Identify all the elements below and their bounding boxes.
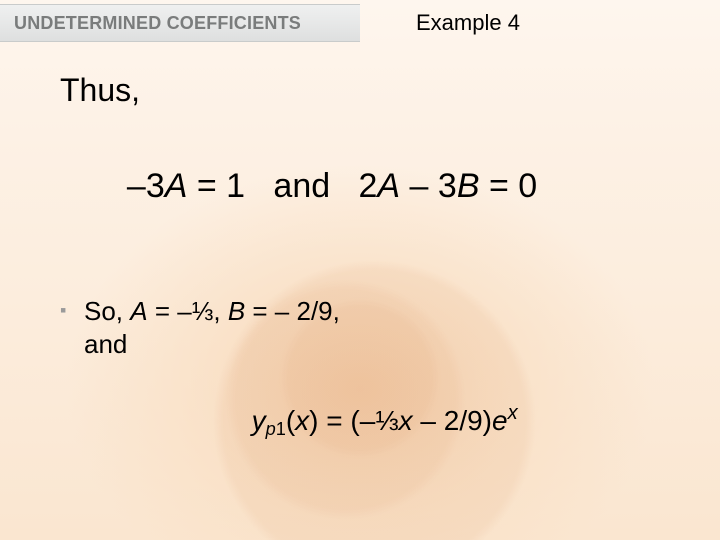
eq-r-mid: – 3 — [400, 167, 457, 205]
section-title-bar: UNDETERMINED COEFFICIENTS — [0, 4, 360, 42]
eq-r-coef1: 2 — [359, 167, 378, 205]
sol-pre: So, — [84, 296, 130, 326]
res-sup-x: x — [508, 402, 518, 424]
example-label: Example 4 — [416, 10, 520, 36]
eq-var-A2: A — [377, 167, 400, 205]
result-line: yp1(x) = (–⅓x – 2/9)ex — [236, 370, 518, 440]
res-x1: x — [295, 405, 309, 436]
res-x2: x — [399, 405, 413, 436]
eq-conj: and — [245, 167, 358, 205]
eq-lhs-rhs: = 1 — [187, 167, 245, 205]
res-sub-p: p — [266, 419, 276, 439]
eq-r-rhs: = 0 — [480, 167, 538, 205]
res-e: e — [492, 405, 508, 436]
sol-mid2: = – 2/9, — [245, 296, 340, 326]
sol-A: A — [130, 296, 147, 326]
solution-bullet: ▪ So, A = –⅓, B = – 2/9, and — [84, 296, 340, 360]
eq-var-A1: A — [165, 167, 188, 205]
res-tail: – 2/9) — [413, 405, 492, 436]
equation-line: –3A = 1 and 2A – 3B = 0 — [108, 128, 537, 206]
bullet-icon: ▪ — [60, 300, 66, 321]
res-close-eq: ) = (–⅓ — [309, 405, 398, 436]
eq-lhs-coef: –3 — [127, 167, 165, 205]
solution-line2: and — [84, 329, 340, 360]
section-title: UNDETERMINED COEFFICIENTS — [14, 13, 301, 34]
res-y: y — [252, 405, 266, 436]
sol-mid1: = –⅓, — [148, 296, 228, 326]
lead-text: Thus, — [60, 72, 140, 109]
solution-line1: So, A = –⅓, B = – 2/9, — [84, 296, 340, 327]
sol-B: B — [228, 296, 245, 326]
res-sub-1: 1 — [276, 419, 286, 439]
eq-var-B: B — [457, 167, 480, 205]
res-open: ( — [286, 405, 295, 436]
